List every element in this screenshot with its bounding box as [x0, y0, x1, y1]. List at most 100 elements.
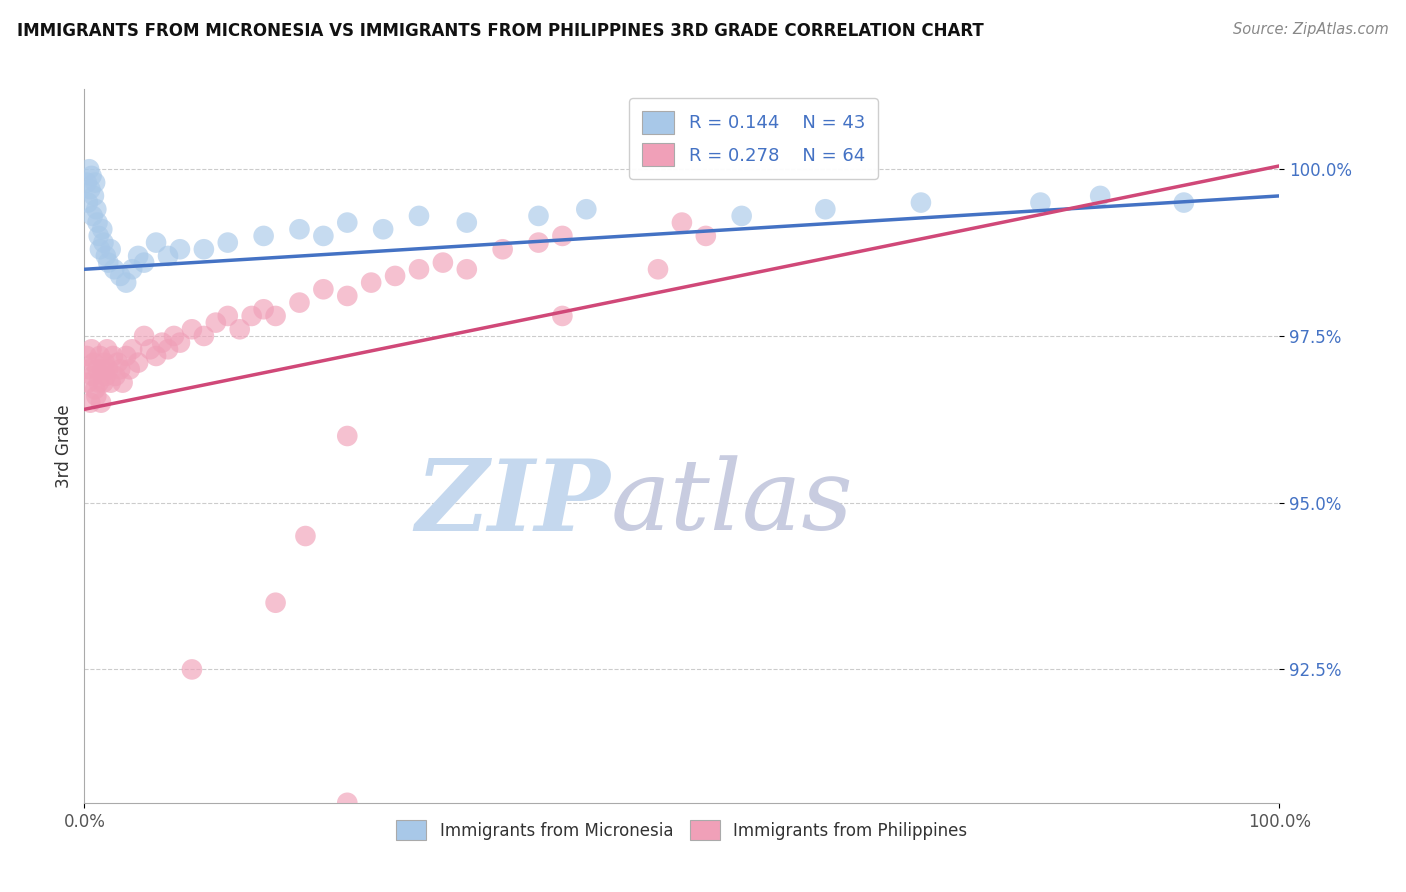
Point	[96, 343, 118, 357]
Point	[100, 242, 122, 256]
Point	[145, 235, 167, 250]
Point	[240, 309, 263, 323]
Point	[84, 176, 107, 190]
Point	[575, 202, 598, 217]
Point	[94, 368, 117, 383]
Point	[193, 242, 215, 256]
Point	[647, 262, 669, 277]
Point	[456, 262, 478, 277]
Point	[432, 255, 454, 269]
Point	[139, 343, 162, 357]
Point	[384, 268, 406, 283]
Point	[77, 362, 100, 376]
Point	[1090, 189, 1112, 203]
Point	[373, 222, 395, 236]
Point	[157, 249, 180, 263]
Point	[294, 529, 316, 543]
Point	[910, 195, 932, 210]
Point	[132, 329, 156, 343]
Point	[110, 268, 132, 283]
Point	[83, 189, 105, 203]
Point	[312, 228, 335, 243]
Point	[336, 796, 359, 810]
Point	[336, 289, 359, 303]
Point	[336, 429, 359, 443]
Text: ZIP: ZIP	[415, 455, 610, 551]
Point	[94, 249, 117, 263]
Point	[264, 596, 287, 610]
Point	[253, 302, 276, 317]
Point	[695, 228, 717, 243]
Point	[87, 228, 110, 243]
Point	[87, 376, 110, 390]
Point	[97, 255, 120, 269]
Point	[288, 222, 311, 236]
Legend: Immigrants from Micronesia, Immigrants from Philippines: Immigrants from Micronesia, Immigrants f…	[388, 812, 976, 848]
Point	[288, 295, 311, 310]
Point	[527, 235, 550, 250]
Point	[264, 309, 287, 323]
Point	[93, 376, 115, 390]
Point	[731, 209, 754, 223]
Point	[86, 389, 108, 403]
Point	[91, 222, 114, 236]
Point	[80, 343, 103, 357]
Point	[127, 249, 149, 263]
Y-axis label: 3rd Grade: 3rd Grade	[55, 404, 73, 488]
Text: atlas: atlas	[610, 456, 853, 550]
Point	[115, 276, 138, 290]
Point	[132, 255, 156, 269]
Point	[336, 216, 359, 230]
Point	[82, 209, 104, 223]
Point	[83, 356, 105, 370]
Point	[217, 235, 239, 250]
Point	[169, 242, 191, 256]
Point	[181, 322, 204, 336]
Point	[84, 382, 107, 396]
Point	[111, 376, 134, 390]
Point	[97, 362, 120, 376]
Point	[93, 356, 115, 370]
Text: IMMIGRANTS FROM MICRONESIA VS IMMIGRANTS FROM PHILIPPINES 3RD GRADE CORRELATION : IMMIGRANTS FROM MICRONESIA VS IMMIGRANTS…	[17, 22, 984, 40]
Point	[145, 349, 167, 363]
Point	[121, 343, 143, 357]
Point	[205, 316, 228, 330]
Point	[456, 216, 478, 230]
Point	[551, 228, 574, 243]
Point	[492, 242, 515, 256]
Point	[181, 662, 204, 676]
Point	[93, 235, 115, 250]
Point	[121, 262, 143, 277]
Point	[77, 195, 100, 210]
Point	[76, 349, 98, 363]
Point	[360, 276, 382, 290]
Point	[150, 335, 173, 350]
Point	[86, 216, 108, 230]
Point	[89, 349, 111, 363]
Point	[408, 262, 430, 277]
Point	[527, 209, 550, 223]
Point	[127, 356, 149, 370]
Point	[1029, 195, 1052, 210]
Point	[100, 376, 122, 390]
Point	[82, 368, 104, 383]
Point	[312, 282, 335, 296]
Point	[80, 169, 103, 183]
Point	[101, 349, 124, 363]
Point	[104, 368, 127, 383]
Point	[103, 262, 125, 277]
Point	[229, 322, 252, 336]
Point	[86, 362, 108, 376]
Point	[76, 176, 98, 190]
Point	[217, 309, 239, 323]
Point	[110, 362, 132, 376]
Point	[157, 343, 180, 357]
Point	[107, 356, 129, 370]
Text: Source: ZipAtlas.com: Source: ZipAtlas.com	[1233, 22, 1389, 37]
Point	[193, 329, 215, 343]
Point	[90, 395, 112, 409]
Point	[408, 209, 430, 223]
Point	[253, 228, 276, 243]
Point	[89, 242, 111, 256]
Point	[77, 376, 100, 390]
